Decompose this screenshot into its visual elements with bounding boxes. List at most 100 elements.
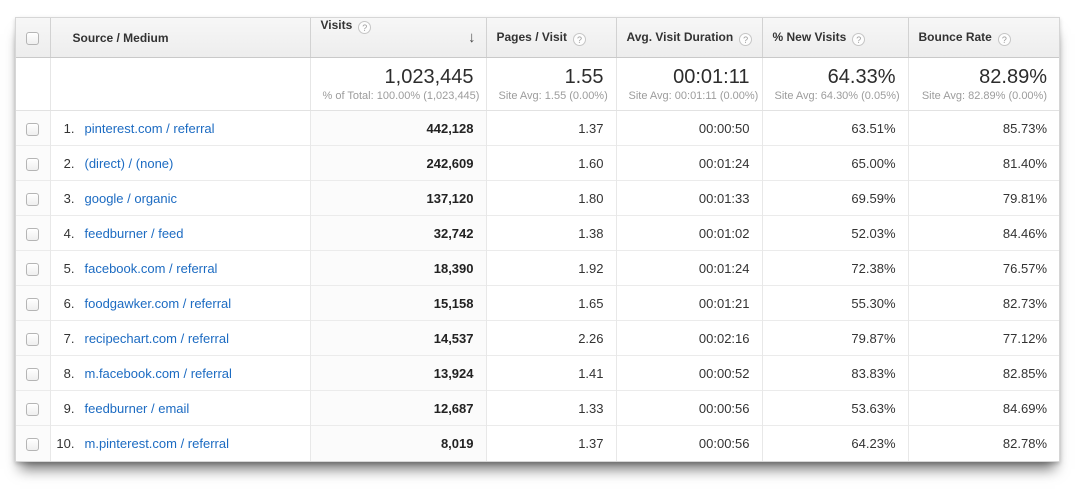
row-checkbox-cell[interactable] (16, 320, 50, 356)
table-row: 9. feedburner / email 12,687 1.33 00:00:5… (16, 390, 1059, 426)
summary-pct-new-visits: 64.33% Site Avg: 64.30% (0.05%) (761, 57, 908, 111)
table-row: 8. m.facebook.com / referral 13,924 1.41 … (16, 355, 1059, 391)
summary-visits-value: 1,023,445 (384, 65, 474, 88)
row-checkbox[interactable] (26, 437, 40, 451)
summary-bounce-subtext: Site Avg: 82.89% (0.00%) (921, 89, 1047, 102)
avg-visit-duration-value: 00:02:16 (615, 320, 762, 356)
summary-bounce-rate: 82.89% Site Avg: 82.89% (0.00%) (907, 57, 1059, 111)
source-medium-link[interactable]: foodgawker.com / referral (84, 295, 232, 311)
pct-new-visits-value: 83.83% (761, 355, 908, 391)
help-icon[interactable]: ? (852, 32, 866, 46)
pages-per-visit-value: 1.41 (485, 355, 616, 391)
row-checkbox-cell[interactable] (16, 425, 50, 461)
row-checkbox[interactable] (26, 122, 40, 136)
pct-new-visits-value: 52.03% (761, 215, 908, 251)
help-icon[interactable]: ? (739, 32, 753, 46)
summary-bounce-value: 82.89% (979, 65, 1047, 88)
sort-descending-icon[interactable]: ↓ (468, 29, 476, 46)
row-checkbox[interactable] (26, 367, 40, 381)
column-header-avg-visit-duration[interactable]: Avg. Visit Duration? (615, 18, 762, 58)
source-medium-cell: 7. recipechart.com / referral (49, 320, 310, 356)
summary-empty-cell (49, 57, 310, 111)
select-all-checkbox[interactable] (26, 31, 40, 45)
column-header-bounce-rate[interactable]: Bounce Rate? (907, 18, 1059, 58)
row-checkbox[interactable] (26, 262, 40, 276)
column-header-visits[interactable]: Visits? ↓ (309, 18, 486, 58)
pages-per-visit-value: 1.37 (485, 110, 616, 146)
bounce-rate-value: 77.12% (907, 320, 1059, 356)
summary-empty-cell (16, 57, 50, 111)
row-checkbox-cell[interactable] (16, 390, 50, 426)
avg-visit-duration-value: 00:01:02 (615, 215, 762, 251)
bounce-rate-value: 81.40% (907, 145, 1059, 181)
avg-visit-duration-value: 00:00:56 (615, 425, 762, 461)
source-medium-cell: 9. feedburner / email (49, 390, 310, 426)
pages-per-visit-value: 1.33 (485, 390, 616, 426)
bounce-rate-value: 82.78% (907, 425, 1059, 461)
source-medium-cell: 8. m.facebook.com / referral (49, 355, 310, 391)
row-checkbox-cell[interactable] (16, 180, 50, 216)
avg-visit-duration-value: 00:00:52 (615, 355, 762, 391)
avg-visit-duration-value: 00:00:50 (615, 110, 762, 146)
visits-value: 14,537 (309, 320, 486, 356)
row-rank: 7. (63, 330, 75, 346)
row-checkbox-cell[interactable] (16, 250, 50, 286)
row-checkbox[interactable] (26, 402, 40, 416)
pages-per-visit-value: 1.60 (485, 145, 616, 181)
source-medium-cell: 10. m.pinterest.com / referral (49, 425, 310, 461)
visits-value: 13,924 (309, 355, 486, 391)
avg-visit-duration-value: 00:01:21 (615, 285, 762, 321)
pct-new-visits-value: 69.59% (761, 180, 908, 216)
row-checkbox-cell[interactable] (16, 355, 50, 391)
source-medium-cell: 6. foodgawker.com / referral (49, 285, 310, 321)
source-medium-link[interactable]: feedburner / email (84, 400, 190, 416)
pct-new-visits-value: 63.51% (761, 110, 908, 146)
source-medium-link[interactable]: google / organic (84, 190, 178, 206)
source-medium-link[interactable]: feedburner / feed (84, 225, 184, 241)
column-header-pages-per-visit[interactable]: Pages / Visit? (485, 18, 616, 58)
column-label: Source / Medium (72, 30, 169, 45)
source-medium-cell: 2. (direct) / (none) (49, 145, 310, 181)
source-medium-link[interactable]: m.facebook.com / referral (84, 365, 232, 381)
row-checkbox-cell[interactable] (16, 145, 50, 181)
column-header-pct-new-visits[interactable]: % New Visits? (761, 18, 908, 58)
row-checkbox[interactable] (26, 297, 40, 311)
row-rank: 5. (63, 260, 75, 276)
column-header-source-medium[interactable]: Source / Medium (49, 18, 310, 58)
row-checkbox[interactable] (26, 157, 40, 171)
visits-value: 137,120 (309, 180, 486, 216)
row-rank: 8. (63, 365, 75, 381)
row-checkbox[interactable] (26, 227, 40, 241)
pct-new-visits-value: 65.00% (761, 145, 908, 181)
source-medium-link[interactable]: facebook.com / referral (84, 260, 218, 276)
help-icon[interactable]: ? (572, 32, 586, 46)
visits-value: 18,390 (309, 250, 486, 286)
source-medium-link[interactable]: recipechart.com / referral (84, 330, 230, 346)
source-medium-link[interactable]: pinterest.com / referral (84, 120, 215, 136)
source-medium-link[interactable]: m.pinterest.com / referral (84, 435, 230, 451)
bounce-rate-value: 82.73% (907, 285, 1059, 321)
row-rank: 9. (63, 400, 75, 416)
column-label: Visits (320, 18, 353, 32)
summary-pages-value: 1.55 (564, 65, 604, 88)
summary-duration-subtext: Site Avg: 00:01:11 (0.00%) (628, 89, 759, 102)
source-medium-link[interactable]: (direct) / (none) (84, 155, 174, 171)
row-checkbox[interactable] (26, 332, 40, 346)
row-checkbox[interactable] (26, 192, 40, 206)
pct-new-visits-value: 79.87% (761, 320, 908, 356)
row-checkbox-cell[interactable] (16, 285, 50, 321)
help-icon[interactable]: ? (997, 32, 1011, 46)
select-all-checkbox-cell[interactable] (16, 18, 50, 58)
row-checkbox-cell[interactable] (16, 215, 50, 251)
summary-duration-value: 00:01:11 (673, 65, 750, 88)
source-medium-cell: 4. feedburner / feed (49, 215, 310, 251)
avg-visit-duration-value: 00:01:33 (615, 180, 762, 216)
row-rank: 10. (56, 435, 75, 451)
row-checkbox-cell[interactable] (16, 110, 50, 146)
source-medium-table: Source / Medium Visits? ↓ Pages / Visit? … (16, 18, 1059, 461)
bounce-rate-value: 79.81% (907, 180, 1059, 216)
help-icon[interactable]: ? (358, 21, 372, 34)
bounce-rate-value: 85.73% (907, 110, 1059, 146)
avg-visit-duration-value: 00:00:56 (615, 390, 762, 426)
table-body: 1. pinterest.com / referral 442,128 1.37 … (16, 110, 1059, 461)
